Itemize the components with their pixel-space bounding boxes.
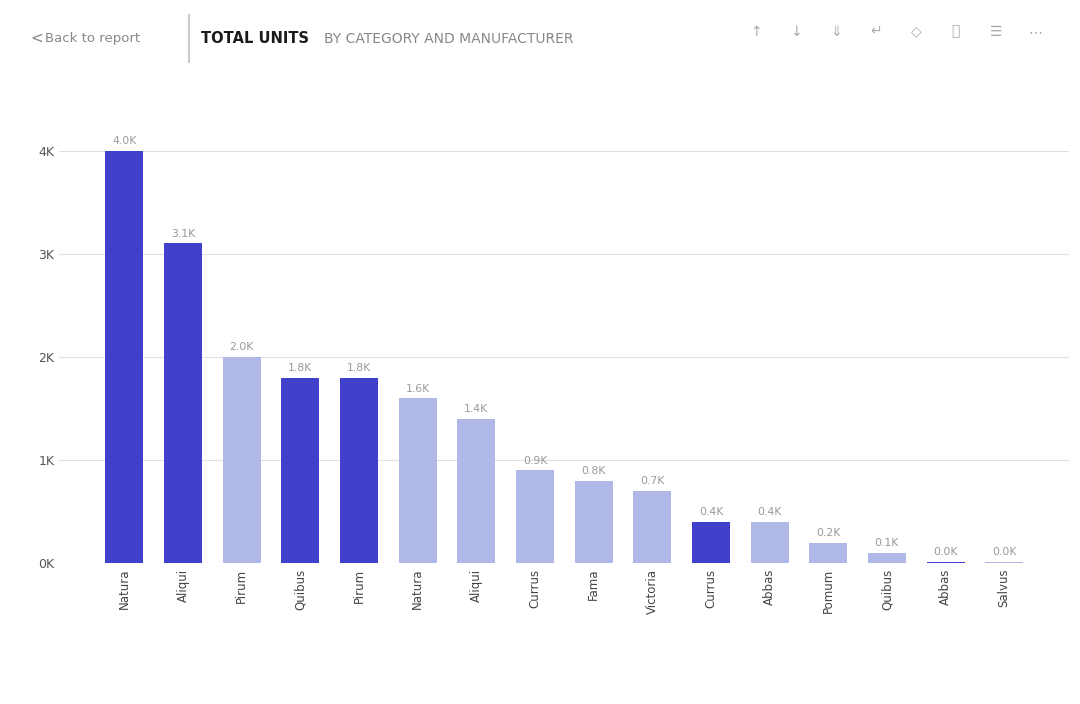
Bar — [222, 357, 260, 563]
Bar — [281, 377, 320, 563]
Bar — [985, 562, 1024, 563]
Text: ☰: ☰ — [989, 25, 1002, 39]
Text: 0.4K: 0.4K — [757, 508, 782, 517]
Text: 0.9K: 0.9K — [523, 455, 548, 466]
Text: <: < — [30, 31, 43, 46]
Text: 1.6K: 1.6K — [405, 384, 430, 394]
Bar — [868, 553, 906, 563]
Text: 0.4K: 0.4K — [699, 508, 724, 517]
Bar — [692, 522, 730, 563]
Text: 1.4K: 1.4K — [464, 404, 488, 414]
Text: 0.1K: 0.1K — [875, 539, 900, 548]
Text: ⋯: ⋯ — [1029, 25, 1042, 39]
Bar — [633, 491, 672, 563]
Text: ↑: ↑ — [751, 25, 761, 39]
Bar — [809, 543, 848, 563]
Text: Back to report: Back to report — [45, 32, 140, 45]
Bar — [457, 419, 496, 563]
Bar — [751, 522, 788, 563]
Text: 0.7K: 0.7K — [640, 477, 664, 486]
Text: 0.0K: 0.0K — [993, 547, 1016, 557]
Bar — [575, 481, 612, 563]
Text: 0.8K: 0.8K — [581, 466, 606, 476]
Text: 1.8K: 1.8K — [347, 363, 372, 373]
Text: 0.0K: 0.0K — [933, 547, 958, 557]
Bar — [927, 562, 964, 563]
Text: ◇: ◇ — [910, 25, 921, 39]
Text: TOTAL UNITS: TOTAL UNITS — [201, 31, 309, 46]
Bar — [106, 151, 144, 563]
Text: 1.8K: 1.8K — [288, 363, 312, 373]
Text: 0.2K: 0.2K — [816, 528, 840, 538]
Text: 4.0K: 4.0K — [112, 136, 136, 146]
Text: BY CATEGORY AND MANUFACTURER: BY CATEGORY AND MANUFACTURER — [324, 32, 573, 46]
Text: ↓: ↓ — [791, 25, 801, 39]
Text: ⇓: ⇓ — [831, 25, 841, 39]
Bar — [516, 470, 554, 563]
Text: ↵: ↵ — [870, 25, 881, 39]
Text: ⎕: ⎕ — [951, 25, 960, 39]
Text: 3.1K: 3.1K — [171, 229, 195, 239]
Bar — [164, 244, 202, 563]
Bar — [340, 377, 378, 563]
Text: 2.0K: 2.0K — [229, 342, 254, 352]
Bar — [399, 398, 436, 563]
